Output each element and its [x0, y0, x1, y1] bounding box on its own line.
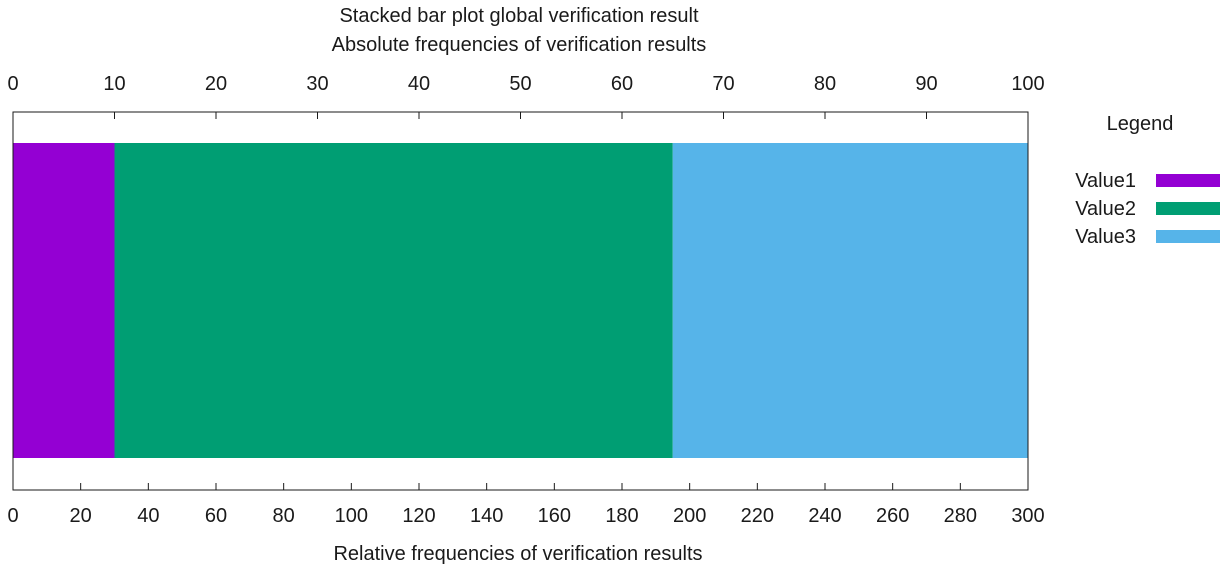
- legend-swatch-value1: [1156, 174, 1220, 187]
- bar-segment-value2: [114, 143, 673, 458]
- legend-swatch-value2: [1156, 202, 1220, 215]
- top-tick-label: 0: [7, 73, 18, 95]
- legend-swatch-value3: [1156, 230, 1220, 243]
- bottom-tick-label: 140: [470, 505, 503, 527]
- bottom-tick-label: 60: [205, 505, 227, 527]
- bottom-tick-label: 180: [605, 505, 638, 527]
- top-tick-label: 40: [408, 73, 430, 95]
- bar-segment-value3: [672, 143, 1028, 458]
- bottom-tick-label: 260: [876, 505, 909, 527]
- x-axis-label: Relative frequencies of verification res…: [333, 543, 702, 565]
- bottom-axis: 0 20 40 60 80 100 120 140 160 180 200 220 240 260 280 3…: [7, 483, 1045, 527]
- chart-title: Stacked bar plot global verification res…: [339, 5, 699, 27]
- top-tick-label: 50: [509, 73, 531, 95]
- bottom-tick-label: 40: [137, 505, 159, 527]
- top-tick-label: 100: [1011, 73, 1044, 95]
- bottom-tick-label: 0: [7, 505, 18, 527]
- top-tick-label: 60: [611, 73, 633, 95]
- bottom-tick-label: 200: [673, 505, 706, 527]
- top-tick-label: 70: [712, 73, 734, 95]
- top-axis: 0 10 20 30 40 50 60 70 80 90 100: [7, 73, 1045, 119]
- bottom-tick-label: 120: [402, 505, 435, 527]
- bottom-tick-label: 240: [808, 505, 841, 527]
- plot-frame: [12, 111, 1029, 491]
- bottom-tick-label: 100: [335, 505, 368, 527]
- legend-label-value3: Value3: [1075, 226, 1136, 248]
- bottom-tick-label: 280: [944, 505, 977, 527]
- top-tick-label: 90: [915, 73, 937, 95]
- bottom-tick-label: 220: [741, 505, 774, 527]
- legend-label-value2: Value2: [1075, 198, 1136, 220]
- legend-label-value1: Value1: [1075, 170, 1136, 192]
- bottom-tick-label: 300: [1011, 505, 1044, 527]
- legend-title: Legend: [1107, 113, 1174, 135]
- chart-subtitle: Absolute frequencies of verification res…: [332, 34, 707, 56]
- bar-segments: [13, 143, 1028, 458]
- top-tick-label: 80: [814, 73, 836, 95]
- bottom-tick-label: 160: [538, 505, 571, 527]
- legend: Value1 Value2 Value3: [1075, 170, 1220, 248]
- top-tick-label: 20: [205, 73, 227, 95]
- bar-segment-value1: [13, 143, 115, 458]
- top-tick-label: 10: [103, 73, 125, 95]
- bottom-tick-label: 80: [273, 505, 295, 527]
- top-tick-label: 30: [306, 73, 328, 95]
- bottom-tick-label: 20: [70, 505, 92, 527]
